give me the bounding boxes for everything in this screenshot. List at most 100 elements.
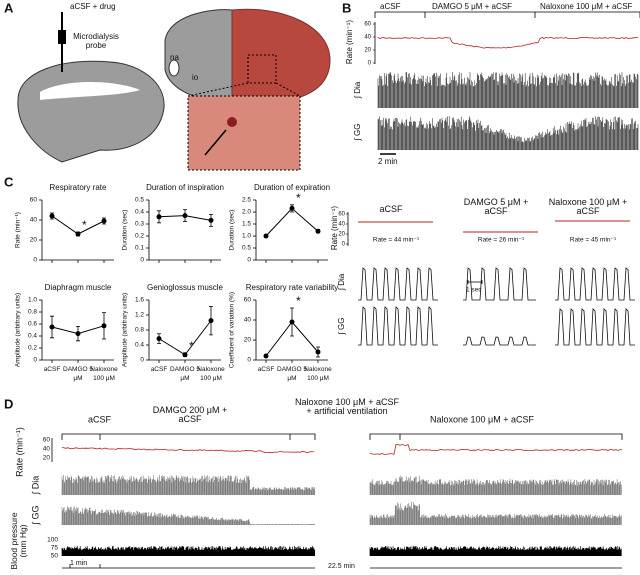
point [208, 217, 214, 223]
trace-label: ∫ GG [353, 124, 362, 142]
y-tick-label: 60 [30, 197, 38, 204]
panel-label: D [4, 396, 13, 411]
rate-trace [369, 443, 623, 455]
condition-label: aCSF [380, 2, 401, 11]
y-tick-label: 0.4 [135, 209, 144, 216]
y-tick-label: 1.0 [28, 297, 37, 304]
point [263, 353, 269, 359]
x-tick-label: Naloxone 100 μM [197, 366, 225, 382]
gap-label: 22.5 min [328, 563, 355, 570]
x-tick-label: DAMGO 5 μM [63, 366, 93, 382]
axis-label: Rate (min⁻¹) [14, 427, 24, 477]
point [263, 233, 269, 239]
trace-label: ∫ Dia [30, 476, 40, 495]
axis-label: Rate (min⁻¹) [345, 20, 354, 65]
y-axis-label: Amplitude (arbitrary units) [15, 293, 22, 367]
chart-title: Respiratory rate [50, 183, 107, 192]
y-tick-label: 0.4 [28, 333, 37, 340]
significance: * [82, 218, 87, 232]
tick-label: 20 [43, 455, 51, 462]
significance: * [296, 191, 301, 205]
axis [148, 200, 221, 261]
point [156, 336, 162, 342]
trace-label: ∫ Dia [337, 273, 346, 291]
bp-trace [61, 546, 622, 556]
condition-label: Naloxone 100 μM + aCSF [540, 2, 633, 11]
x-tick-label: DAMGO 5 μM [277, 366, 307, 382]
significance: * [296, 294, 301, 308]
y-tick-label: 0.2 [28, 345, 37, 352]
x-tick-label: aCSF [257, 366, 275, 373]
nucleus [168, 59, 180, 77]
point [289, 205, 295, 211]
condition-label: DAMGO 5 μM + aCSF [463, 197, 529, 216]
y-tick-label: 0.1 [135, 245, 144, 252]
chart-title: Duration of inspiration [146, 183, 224, 192]
gg-trace [555, 308, 635, 346]
gg-trace [358, 306, 438, 346]
point [208, 318, 214, 324]
tick-label: 60 [338, 212, 345, 218]
point [101, 218, 107, 224]
inset-marker [247, 54, 277, 84]
dia-trace [61, 475, 622, 495]
y-tick-label: 1.2 [135, 312, 144, 319]
line [51, 215, 105, 235]
dia-trace [463, 267, 536, 301]
x-tick-label: aCSF [43, 366, 61, 373]
axis [41, 200, 114, 261]
line [158, 320, 212, 356]
tick-label: 40 [43, 446, 51, 453]
panel-a-drawing [17, 8, 331, 171]
y-tick-label: 40 [244, 317, 252, 324]
point [75, 331, 81, 337]
point [75, 231, 81, 237]
brain-structure [40, 81, 140, 100]
y-tick-label: 0 [247, 357, 251, 364]
point [49, 213, 55, 219]
y-axis-label: Duration (sec) [122, 210, 129, 251]
gg-trace [463, 336, 536, 346]
axis-label: Blood pressure (mm Hg) [9, 512, 28, 570]
coronal-stained [231, 8, 331, 103]
tick-label: 50 [51, 553, 59, 560]
y-axis-label: Duration (sec) [229, 210, 236, 251]
rate-label: Rate = 26 min⁻¹ [478, 237, 525, 244]
scale-label: 1 sec [466, 287, 482, 294]
panel-label: B [342, 0, 351, 15]
tick-label: 60 [364, 22, 371, 28]
dia-trace [377, 72, 639, 108]
tick-label: 20 [338, 232, 345, 238]
condition-label: Naloxone 100 μM + aCSF [548, 197, 628, 216]
panel-label: C [4, 174, 14, 189]
probe-site [227, 117, 237, 127]
dia-trace [555, 267, 635, 301]
scale-label: 1 min [70, 560, 87, 567]
tick-label: 0 [368, 61, 372, 67]
gg-trace [61, 501, 622, 525]
y-axis-label: Amplitude (arbitrary units) [122, 293, 129, 367]
tick-label: 40 [338, 222, 345, 228]
time-axis [62, 564, 622, 569]
x-tick-label: DAMGO 5 μM [170, 366, 200, 382]
rate-label: Rate = 45 min⁻¹ [570, 237, 617, 244]
y-tick-label: 0 [247, 257, 251, 264]
chart-title: Respiratory rate variability [246, 283, 338, 292]
point [315, 228, 321, 234]
trace-label: ∫ GG [30, 506, 40, 526]
y-tick-label: 20 [30, 237, 38, 244]
condition-bar [374, 11, 640, 18]
y-tick-label: 0.8 [135, 327, 144, 334]
point [101, 323, 107, 329]
y-tick-label: 60 [244, 297, 252, 304]
axis-label: Rate (min⁻¹) [330, 206, 339, 251]
y-tick-label: 2.5 [242, 197, 251, 204]
y-tick-label: 2.0 [242, 209, 251, 216]
probe-name: Microdialysis probe [73, 32, 119, 50]
y-axis-label: Coefficient of variation (%) [229, 292, 236, 368]
y-tick-label: 0.4 [135, 342, 144, 349]
condition-bar [61, 433, 623, 440]
region-label: io [192, 73, 199, 82]
